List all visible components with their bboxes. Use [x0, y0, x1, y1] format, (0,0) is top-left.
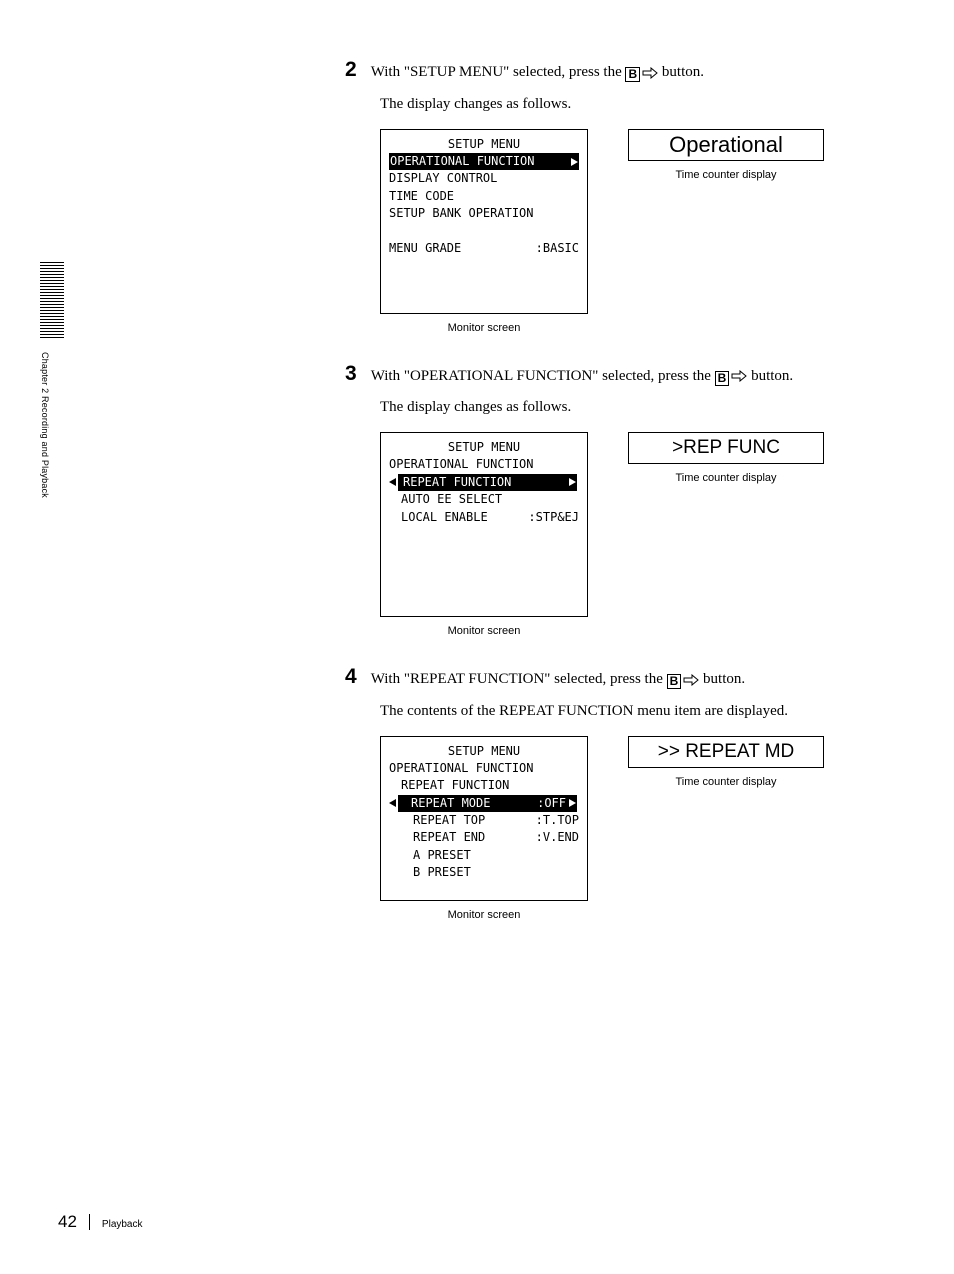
menu-grade-label: MENU GRADE: [389, 240, 461, 257]
step-3: 3 With "OPERATIONAL FUNCTION" selected, …: [345, 362, 905, 638]
b-button-letter: B: [625, 67, 640, 82]
step-2-body: The display changes as follows.: [380, 96, 905, 113]
local-enable-value: :STP&EJ: [528, 509, 579, 526]
monitor-selected-inner: REPEAT MODE :OFF: [398, 795, 577, 812]
monitor-selected-row: OPERATIONAL FUNCTION: [389, 153, 579, 170]
step-3-text-after: button.: [747, 368, 793, 384]
monitor-title: SETUP MENU: [389, 136, 579, 153]
monitor-row: REPEAT TOP :T.TOP: [389, 812, 579, 829]
monitor-row: A PRESET: [389, 847, 579, 864]
step-4-diagrams: SETUP MENU OPERATIONAL FUNCTION REPEAT F…: [380, 736, 905, 921]
b-button-letter: B: [715, 371, 730, 386]
lcd-display: >REP FUNC: [628, 432, 824, 464]
main-content: 2 With "SETUP MENU" selected, press the …: [345, 58, 905, 949]
step-4-monitor: SETUP MENU OPERATIONAL FUNCTION REPEAT F…: [380, 736, 588, 921]
arrow-right-icon: [571, 158, 578, 166]
monitor-sub: OPERATIONAL FUNCTION: [389, 456, 579, 473]
repeat-top-value: :T.TOP: [536, 812, 579, 829]
monitor-selected-value: :OFF: [537, 795, 566, 812]
monitor-grade-row: MENU GRADE :BASIC: [389, 240, 579, 257]
monitor-screen-2: SETUP MENU OPERATIONAL FUNCTION DISPLAY …: [380, 129, 588, 314]
repeat-top-label: REPEAT TOP: [413, 812, 485, 829]
arrow-right-icon: [569, 478, 576, 486]
footer-section: Playback: [102, 1219, 143, 1230]
monitor-screen-3: SETUP MENU OPERATIONAL FUNCTION REPEAT F…: [380, 432, 588, 617]
step-3-text-before: With "OPERATIONAL FUNCTION" selected, pr…: [371, 368, 715, 384]
step-4-body: The contents of the REPEAT FUNCTION menu…: [380, 703, 905, 720]
monitor-line: AUTO EE SELECT: [389, 491, 579, 508]
monitor-blank: [389, 222, 579, 239]
step-3-lcd: >REP FUNC Time counter display: [628, 432, 824, 484]
menu-grade-value: :BASIC: [536, 240, 579, 257]
step-2-instruction: With "SETUP MENU" selected, press the B …: [371, 61, 704, 84]
lcd-caption: Time counter display: [628, 472, 824, 484]
chapter-label: Chapter 2 Recording and Playback: [40, 352, 50, 498]
monitor-selected-label: REPEAT MODE: [399, 795, 490, 812]
b-button-icon: B: [715, 370, 748, 386]
step-2-monitor: SETUP MENU OPERATIONAL FUNCTION DISPLAY …: [380, 129, 588, 334]
lcd-caption: Time counter display: [628, 169, 824, 181]
monitor-caption: Monitor screen: [380, 322, 588, 334]
lcd-text: Operational: [669, 132, 783, 158]
footer-divider: [89, 1214, 90, 1230]
monitor-selected-row: REPEAT FUNCTION: [389, 474, 579, 491]
monitor-caption: Monitor screen: [380, 909, 588, 921]
monitor-title: SETUP MENU: [389, 743, 579, 760]
arrow-left-icon: [389, 478, 396, 486]
lcd-display: >> REPEAT MD: [628, 736, 824, 768]
step-4: 4 With "REPEAT FUNCTION" selected, press…: [345, 665, 905, 921]
monitor-selected-inner: REPEAT FUNCTION: [398, 474, 577, 491]
arrow-left-icon: [389, 799, 396, 807]
step-2: 2 With "SETUP MENU" selected, press the …: [345, 58, 905, 334]
side-hatch-pattern: [40, 262, 64, 340]
lcd-caption: Time counter display: [628, 776, 824, 788]
b-button-icon: B: [667, 674, 700, 690]
step-4-number: 4: [345, 665, 357, 689]
b-button-arrow-icon: [642, 67, 658, 83]
repeat-end-label: REPEAT END: [413, 829, 485, 846]
monitor-sub1: OPERATIONAL FUNCTION: [389, 760, 579, 777]
step-2-number: 2: [345, 58, 357, 82]
step-2-text-after: button.: [658, 64, 704, 80]
b-button-arrow-icon: [731, 370, 747, 386]
arrow-right-icon: [569, 799, 576, 807]
b-button-letter: B: [667, 674, 682, 689]
step-4-instruction: With "REPEAT FUNCTION" selected, press t…: [371, 668, 745, 691]
step-3-body: The display changes as follows.: [380, 399, 905, 416]
step-4-text-after: button.: [699, 671, 745, 687]
step-2-lcd: Operational Time counter display: [628, 129, 824, 181]
step-3-number: 3: [345, 362, 357, 386]
monitor-line: TIME CODE: [389, 188, 579, 205]
monitor-selected-label: OPERATIONAL FUNCTION: [390, 153, 535, 170]
step-4-text-before: With "REPEAT FUNCTION" selected, press t…: [371, 671, 667, 687]
monitor-caption: Monitor screen: [380, 625, 588, 637]
monitor-line: SETUP BANK OPERATION: [389, 205, 579, 222]
side-margin: Chapter 2 Recording and Playback: [40, 262, 68, 498]
lcd-text: >> REPEAT MD: [658, 741, 795, 763]
page-number: 42: [58, 1212, 77, 1232]
monitor-line: DISPLAY CONTROL: [389, 170, 579, 187]
step-3-monitor: SETUP MENU OPERATIONAL FUNCTION REPEAT F…: [380, 432, 588, 637]
monitor-line: LOCAL ENABLE :STP&EJ: [389, 509, 579, 526]
step-3-diagrams: SETUP MENU OPERATIONAL FUNCTION REPEAT F…: [380, 432, 905, 637]
repeat-end-value: :V.END: [536, 829, 579, 846]
page-footer: 42 Playback: [58, 1212, 143, 1232]
monitor-selected-row: REPEAT MODE :OFF: [389, 795, 579, 812]
step-3-instruction: With "OPERATIONAL FUNCTION" selected, pr…: [371, 365, 793, 388]
monitor-screen-4: SETUP MENU OPERATIONAL FUNCTION REPEAT F…: [380, 736, 588, 901]
monitor-sub2: REPEAT FUNCTION: [389, 777, 579, 794]
monitor-row: REPEAT END :V.END: [389, 829, 579, 846]
step-2-diagrams: SETUP MENU OPERATIONAL FUNCTION DISPLAY …: [380, 129, 905, 334]
lcd-display: Operational: [628, 129, 824, 161]
step-2-text-before: With "SETUP MENU" selected, press the: [371, 64, 626, 80]
monitor-title: SETUP MENU: [389, 439, 579, 456]
lcd-text: >REP FUNC: [672, 437, 780, 459]
b-button-icon: B: [625, 67, 658, 83]
step-4-lcd: >> REPEAT MD Time counter display: [628, 736, 824, 788]
monitor-row: B PRESET: [389, 864, 579, 881]
local-enable-label: LOCAL ENABLE: [401, 509, 488, 526]
monitor-selected-label: REPEAT FUNCTION: [399, 474, 511, 491]
b-button-arrow-icon: [683, 674, 699, 690]
